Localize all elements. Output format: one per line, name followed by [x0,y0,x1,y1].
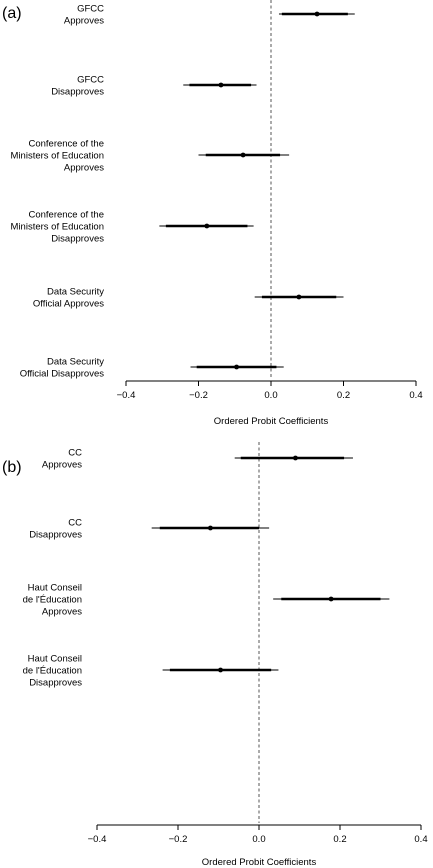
row-label: CC [68,448,82,459]
x-axis: −0.4 −0.2 0.0 0.2 0.4 Ordered Probit Coeffici… [117,380,423,427]
point-estimate [328,596,334,602]
row-label: Official Disapproves [20,369,105,380]
row-label: GFCC [77,4,104,15]
point-estimate [293,455,298,461]
row-label: Data Security [47,287,104,298]
row-label: Disapproves [29,678,82,689]
row-label: de l'Éducation [23,595,82,606]
x-tick-label: 0.4 [409,390,422,401]
x-axis-title: Ordered Probit Coefficients [214,416,329,427]
x-tick-label: −0.2 [189,390,208,401]
point-estimate [296,294,302,300]
x-axis: −0.4 −0.2 0.0 0.2 0.4 Ordered Probit Coeffici… [88,824,428,868]
row-label: de l'Éducation [23,666,82,677]
point-estimate [234,364,239,370]
x-tick-label: 0.0 [264,390,277,401]
row-label: Data Security [47,357,104,368]
row-label: Conference of the [28,139,104,150]
point-estimate [208,525,213,531]
point-estimate [218,667,223,673]
row-label: Haut Conseil [28,583,82,594]
row-label: Approves [64,163,104,174]
x-tick-label: −0.2 [169,834,188,845]
row-label: Ministers of Education [11,222,104,233]
panel-a: (a) GFCCApprovesGFCCDisapprovesConference… [2,0,423,427]
panel-label: (b) [2,459,22,476]
x-tick-label: 0.2 [337,390,350,401]
row-label: Haut Conseil [28,654,82,665]
row-label: Approves [64,16,104,27]
x-tick-label: −0.4 [88,834,107,845]
row-label: Ministers of Education [11,151,104,162]
point-estimate [218,82,224,88]
point-estimate [204,223,210,229]
row-label: Approves [42,607,82,618]
x-axis-title: Ordered Probit Coefficients [202,857,317,868]
x-tick-label: 0.0 [252,834,265,845]
x-tick-label: 0.2 [333,834,346,845]
row-label: Disapproves [29,530,82,541]
panel-label: (a) [2,5,22,22]
row-label: CC [68,518,82,529]
row-label: Conference of the [28,210,104,221]
point-estimate [314,11,320,17]
row-label: Disapproves [51,234,104,245]
row-label: GFCC [77,75,104,86]
x-tick-label: 0.4 [414,834,427,845]
row-label: Disapproves [51,87,104,98]
row-label: Official Approves [33,299,104,310]
row-label: Approves [42,460,82,471]
x-tick-label: −0.4 [117,390,136,401]
point-estimate [240,152,246,158]
